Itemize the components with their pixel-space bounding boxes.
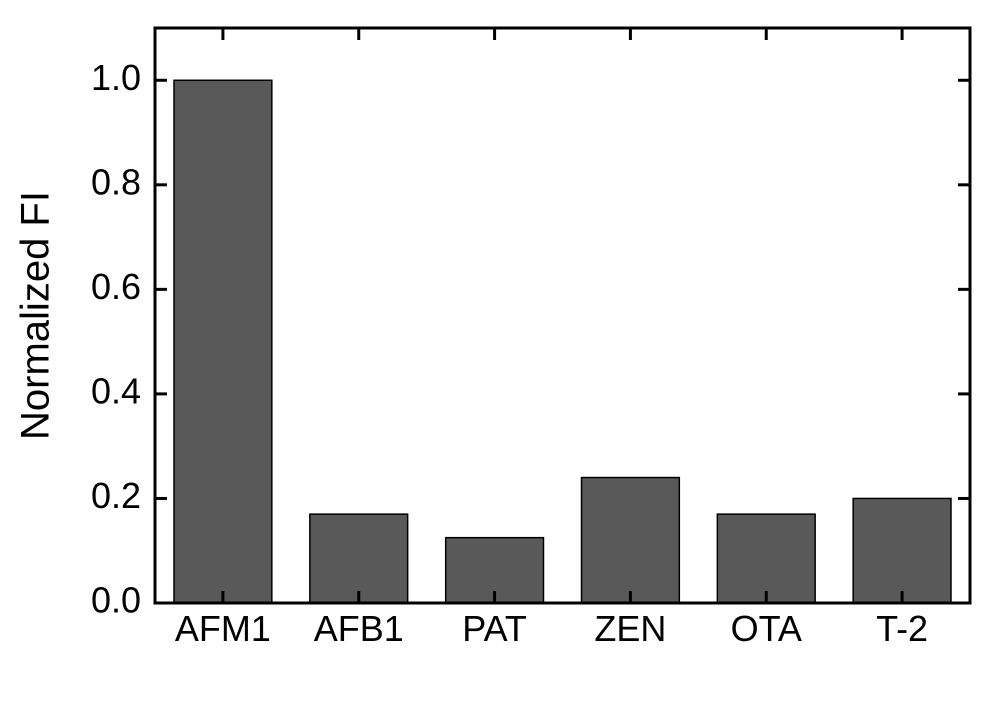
chart-svg: 0.0 0.2 0.4 0.6 0.8 1.0 AFM1 AFB1 PAT ZEN OTA T-2 No… — [0, 0, 1000, 705]
xtick-label: PAT — [462, 608, 527, 649]
ytick-label: 0.6 — [91, 266, 141, 307]
ytick-label: 0.0 — [91, 580, 141, 621]
ytick-label: 0.8 — [91, 161, 141, 202]
bar — [582, 478, 680, 603]
ytick-label: 0.4 — [91, 370, 141, 411]
bar — [853, 498, 951, 603]
ytick-label: 1.0 — [91, 57, 141, 98]
xtick-label: AFM1 — [175, 608, 271, 649]
y-axis-label: Normalized FI — [14, 191, 58, 440]
bar — [717, 514, 815, 603]
xtick-label: OTA — [731, 608, 802, 649]
bar — [174, 80, 272, 603]
xtick-label: ZEN — [594, 608, 666, 649]
ytick-label: 0.2 — [91, 475, 141, 516]
bar — [310, 514, 408, 603]
xtick-label: AFB1 — [314, 608, 404, 649]
bar-chart: 0.0 0.2 0.4 0.6 0.8 1.0 AFM1 AFB1 PAT ZEN OTA T-2 No… — [0, 0, 1000, 705]
xtick-label: T-2 — [876, 608, 928, 649]
